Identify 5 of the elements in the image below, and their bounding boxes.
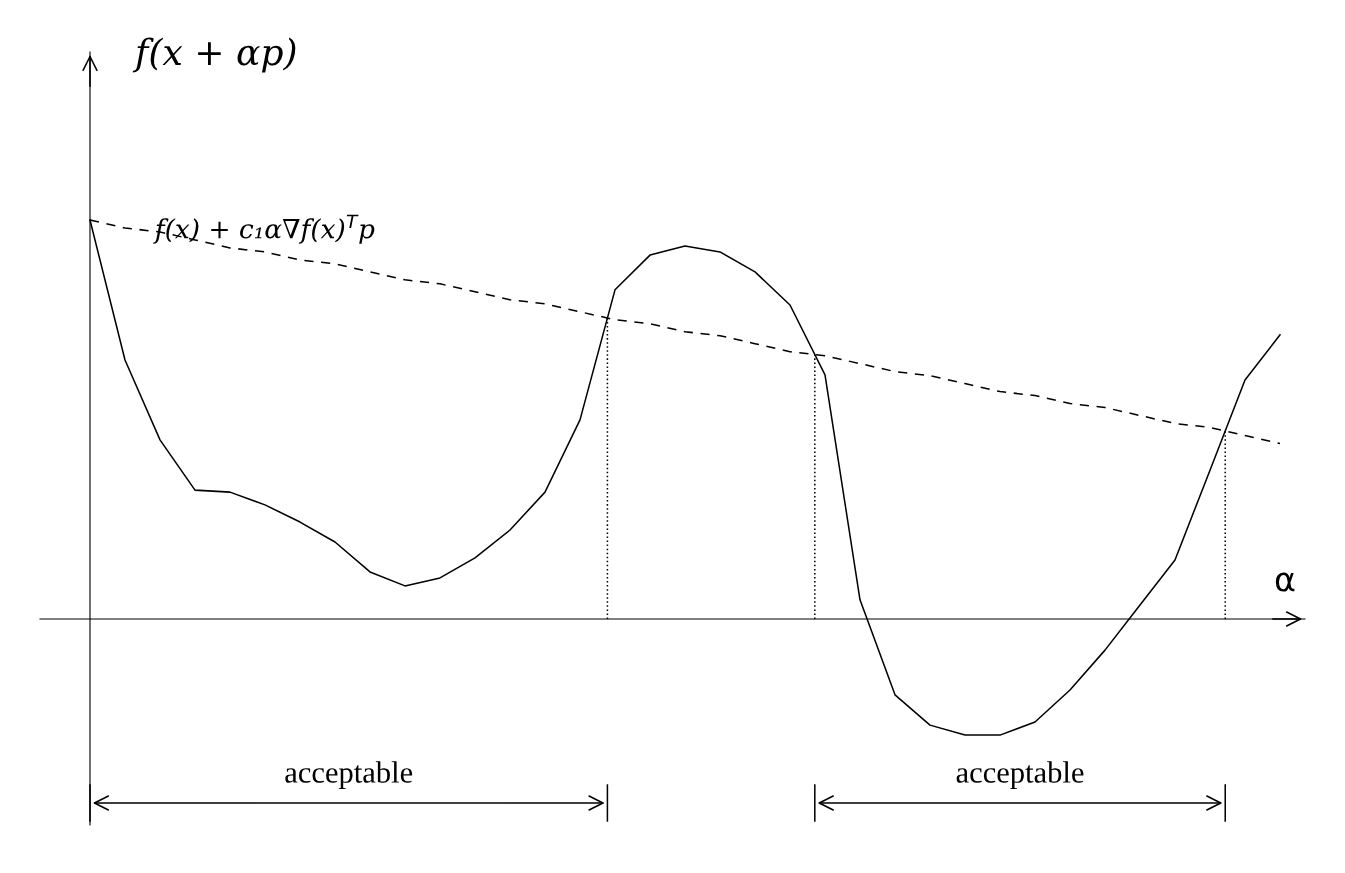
text: acceptable bbox=[285, 761, 413, 790]
y-axis-title: f(x + αp) bbox=[132, 37, 296, 73]
series-label: f(x) + c₁α∇f(x)$^{T}$p bbox=[153, 214, 375, 244]
text: acceptable bbox=[956, 761, 1084, 790]
x-axis-title: α bbox=[1275, 572, 1295, 592]
